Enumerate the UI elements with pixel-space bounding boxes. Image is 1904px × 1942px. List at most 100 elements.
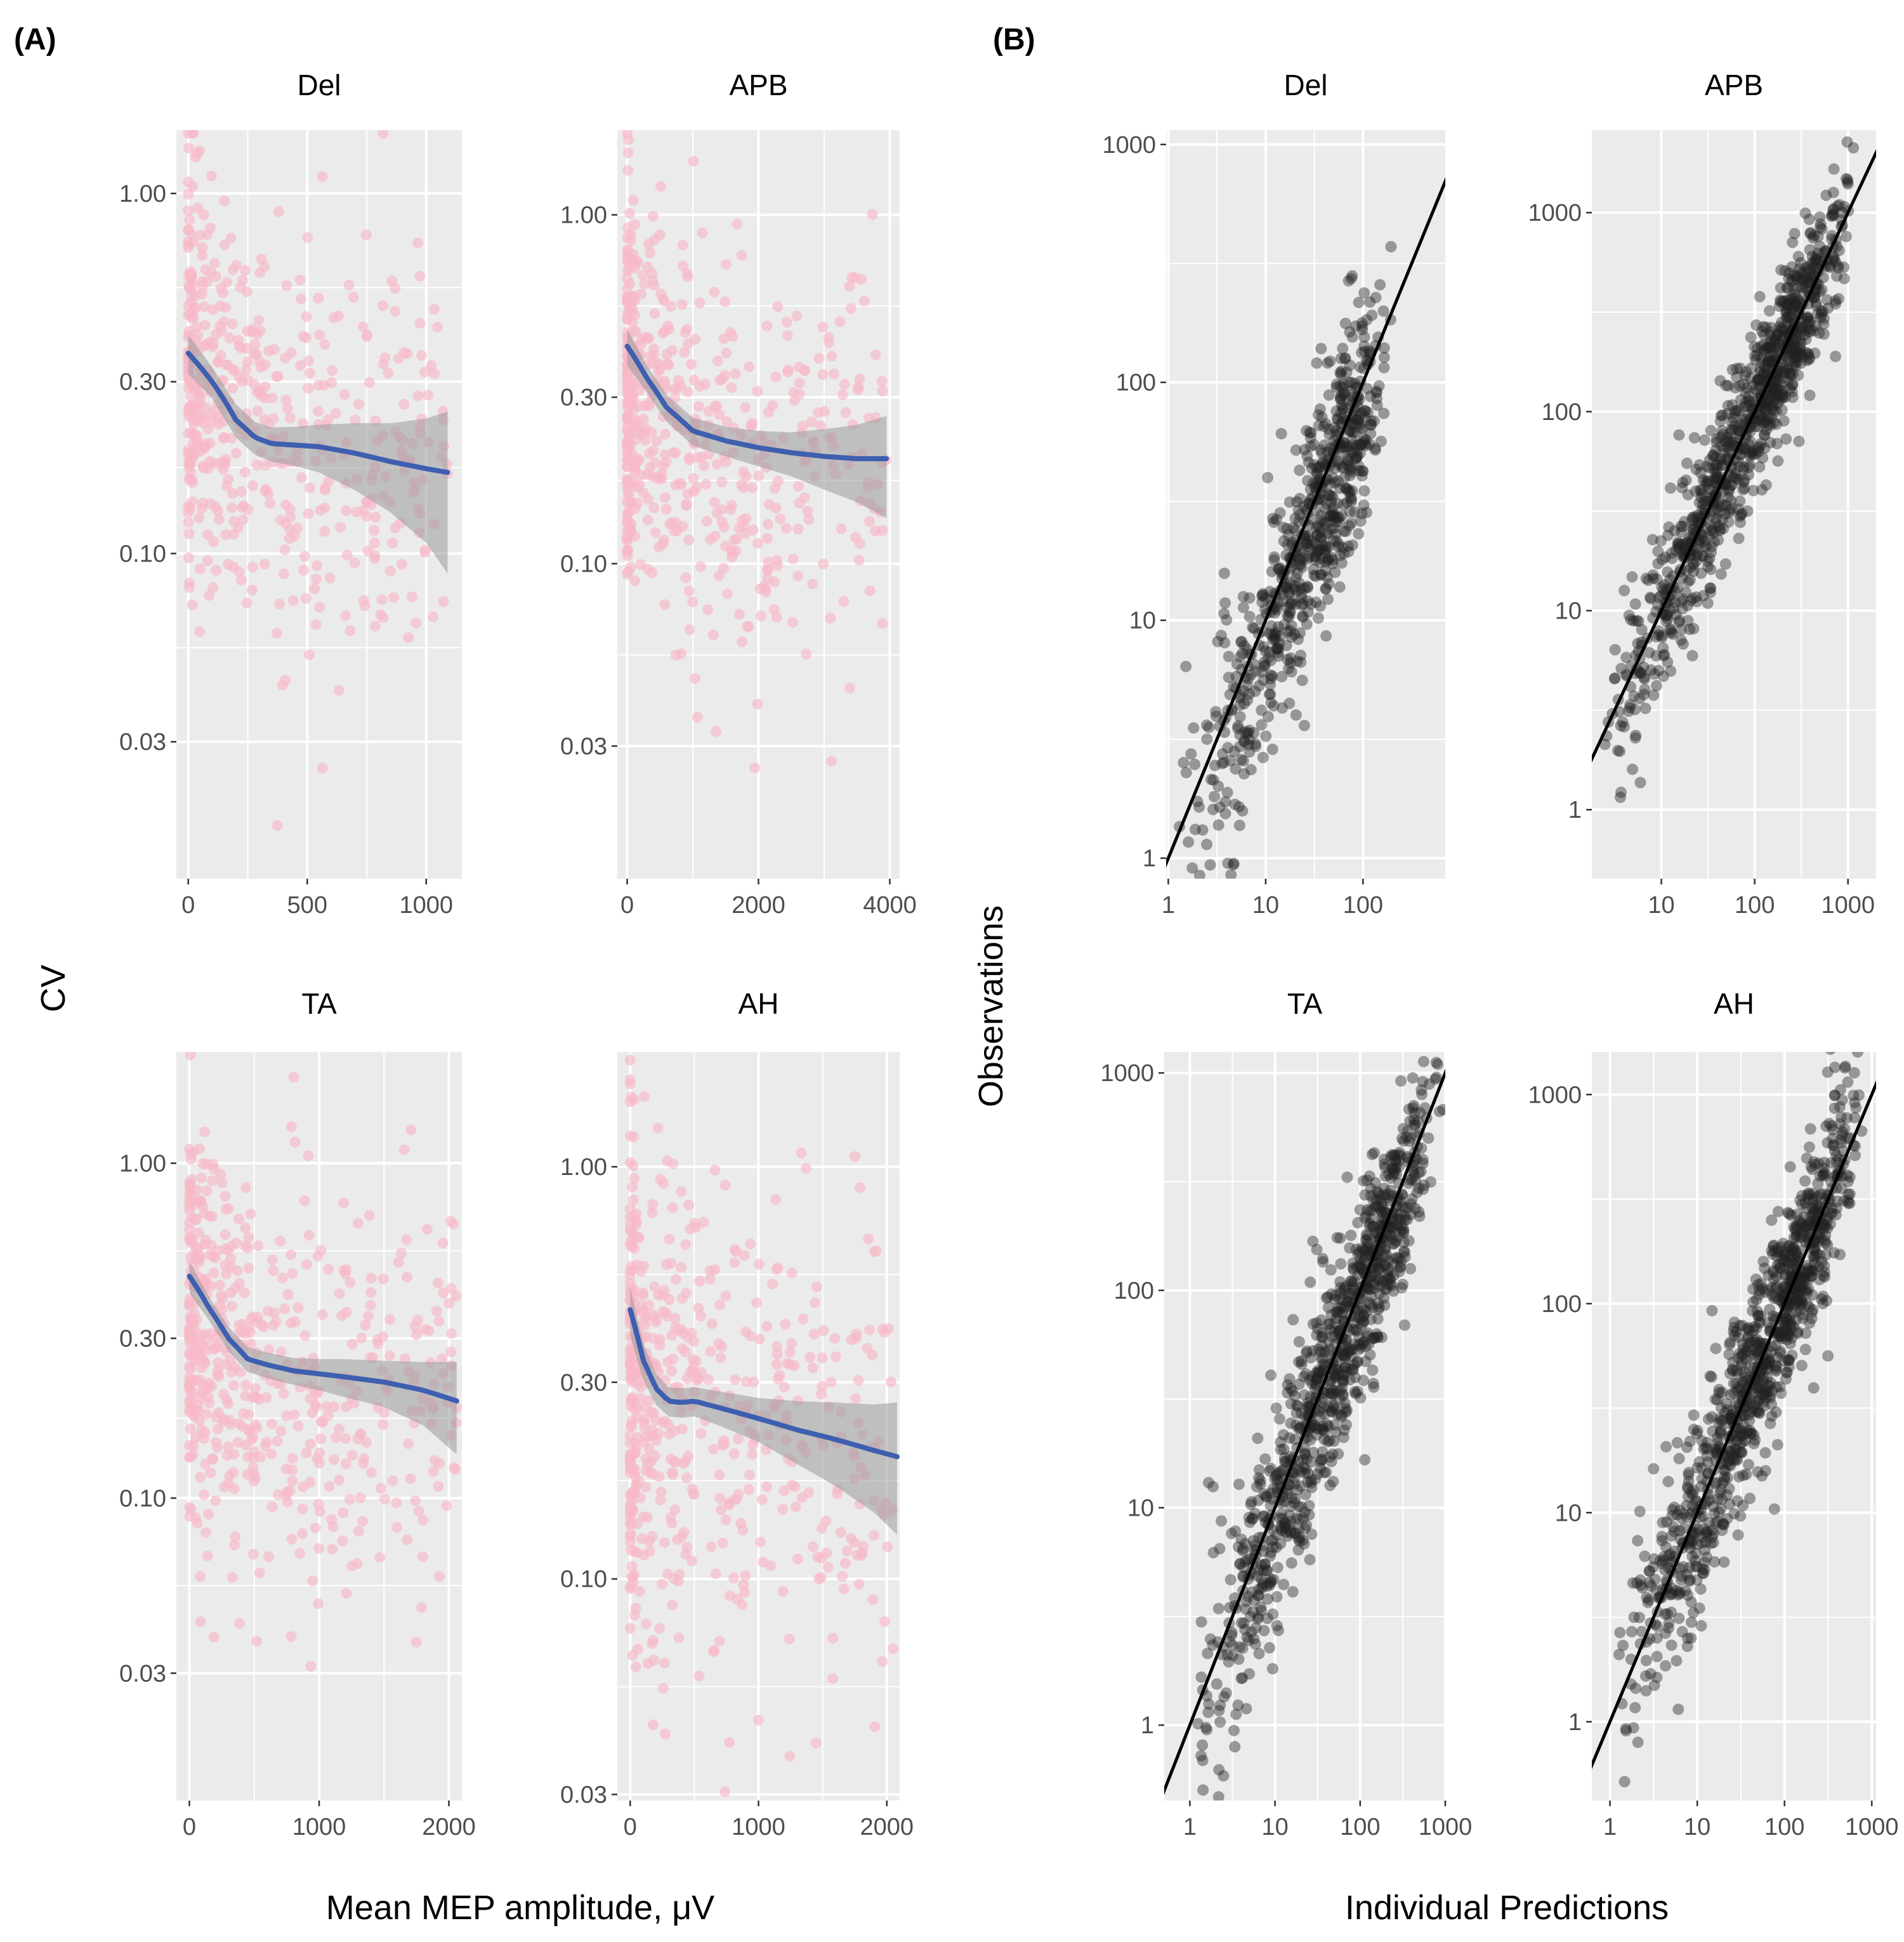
observation-point xyxy=(1353,1246,1365,1258)
observation-point xyxy=(1362,1237,1374,1249)
observation-point xyxy=(1343,546,1355,558)
cv-point xyxy=(357,321,369,332)
observation-point xyxy=(1311,529,1323,541)
cv-point xyxy=(693,401,704,412)
cv-point xyxy=(431,1306,442,1317)
observation-point xyxy=(1691,555,1703,567)
cv-point xyxy=(763,563,774,575)
cv-point xyxy=(195,1196,207,1207)
cv-point xyxy=(629,575,640,586)
observation-point xyxy=(1358,1256,1370,1268)
observation-point xyxy=(1397,1223,1409,1235)
cv-point xyxy=(185,391,197,402)
observation-point xyxy=(1341,366,1353,378)
observation-point xyxy=(1270,1470,1282,1482)
observation-point xyxy=(1281,578,1293,590)
observation-point xyxy=(1280,1526,1292,1539)
observation-point xyxy=(1399,1202,1411,1214)
observation-point xyxy=(1352,450,1364,462)
observation-point xyxy=(1304,1352,1316,1364)
facet-title: TA xyxy=(1287,987,1323,1020)
cv-point xyxy=(301,1259,312,1270)
observation-point xyxy=(1287,1385,1299,1397)
cv-point xyxy=(448,1219,459,1230)
observation-point xyxy=(1705,424,1717,436)
data-marks xyxy=(183,130,453,831)
cv-point xyxy=(227,383,239,394)
cv-point xyxy=(215,350,227,361)
cv-point xyxy=(266,1254,278,1266)
observation-point xyxy=(1785,369,1797,381)
observation-point xyxy=(1686,650,1698,662)
observation-point xyxy=(1369,1177,1381,1189)
observation-point xyxy=(1272,621,1284,633)
cv-point xyxy=(650,1414,661,1426)
observation-point xyxy=(1752,373,1764,385)
observation-point xyxy=(1355,346,1367,358)
observation-point xyxy=(1803,315,1815,327)
observation-point xyxy=(1342,455,1354,467)
cv-point xyxy=(219,195,230,207)
observation-point xyxy=(1334,390,1346,402)
observation-point xyxy=(1219,808,1231,820)
observation-point xyxy=(1390,1159,1402,1171)
cv-point xyxy=(369,550,381,561)
observation-point xyxy=(1833,244,1845,256)
cv-point xyxy=(836,523,847,535)
observation-point xyxy=(1620,652,1632,664)
cv-point xyxy=(715,1352,726,1363)
observation-point xyxy=(1343,520,1355,532)
cv-point xyxy=(659,492,671,503)
observation-point xyxy=(1261,1580,1273,1592)
observation-point xyxy=(1316,411,1328,423)
observation-point xyxy=(1310,1372,1322,1384)
observation-point xyxy=(1353,296,1365,308)
observation-point xyxy=(1333,516,1345,528)
observation-point xyxy=(1276,671,1288,683)
cv-point xyxy=(807,1541,818,1552)
observation-point xyxy=(1777,331,1789,343)
cv-point xyxy=(622,414,633,425)
observation-point xyxy=(1252,1589,1264,1601)
smooth-line xyxy=(187,1273,459,1404)
observation-point xyxy=(1379,1161,1391,1173)
cv-point xyxy=(450,1464,461,1475)
observation-point xyxy=(1682,600,1694,612)
observation-point xyxy=(1327,502,1339,514)
observation-point xyxy=(1348,1339,1360,1351)
cv-point xyxy=(265,497,276,509)
cv-point xyxy=(242,1451,254,1462)
observation-point xyxy=(1257,1577,1270,1589)
observation-point xyxy=(1339,317,1351,329)
observation-point xyxy=(1356,465,1369,477)
cv-point xyxy=(227,1301,238,1312)
observation-point xyxy=(1345,445,1357,457)
observation-point xyxy=(1328,522,1340,534)
cv-point xyxy=(239,1287,250,1299)
cv-point xyxy=(786,1479,798,1491)
observation-point xyxy=(1708,536,1720,548)
observation-point xyxy=(1345,1344,1357,1356)
observation-point xyxy=(1289,581,1301,593)
cv-point xyxy=(733,1433,744,1445)
observation-point xyxy=(1285,1398,1297,1410)
cv-point xyxy=(211,1437,222,1448)
cv-point xyxy=(199,301,210,312)
observation-point xyxy=(1716,499,1728,511)
observation-point xyxy=(1311,1374,1323,1386)
cv-point xyxy=(756,1494,768,1506)
cv-point xyxy=(213,514,225,525)
observation-point xyxy=(1386,1149,1398,1161)
observation-point xyxy=(1290,709,1302,721)
observation-point xyxy=(1796,268,1808,280)
cv-point xyxy=(417,1514,429,1526)
cv-point xyxy=(345,625,356,636)
cv-point xyxy=(837,389,848,400)
observation-point xyxy=(1272,1624,1284,1636)
observation-point xyxy=(1264,586,1276,598)
cv-point xyxy=(706,1318,718,1329)
observation-point xyxy=(1790,270,1802,282)
cv-point xyxy=(198,1489,209,1500)
cv-point xyxy=(410,1636,422,1648)
cv-point xyxy=(402,1534,413,1545)
